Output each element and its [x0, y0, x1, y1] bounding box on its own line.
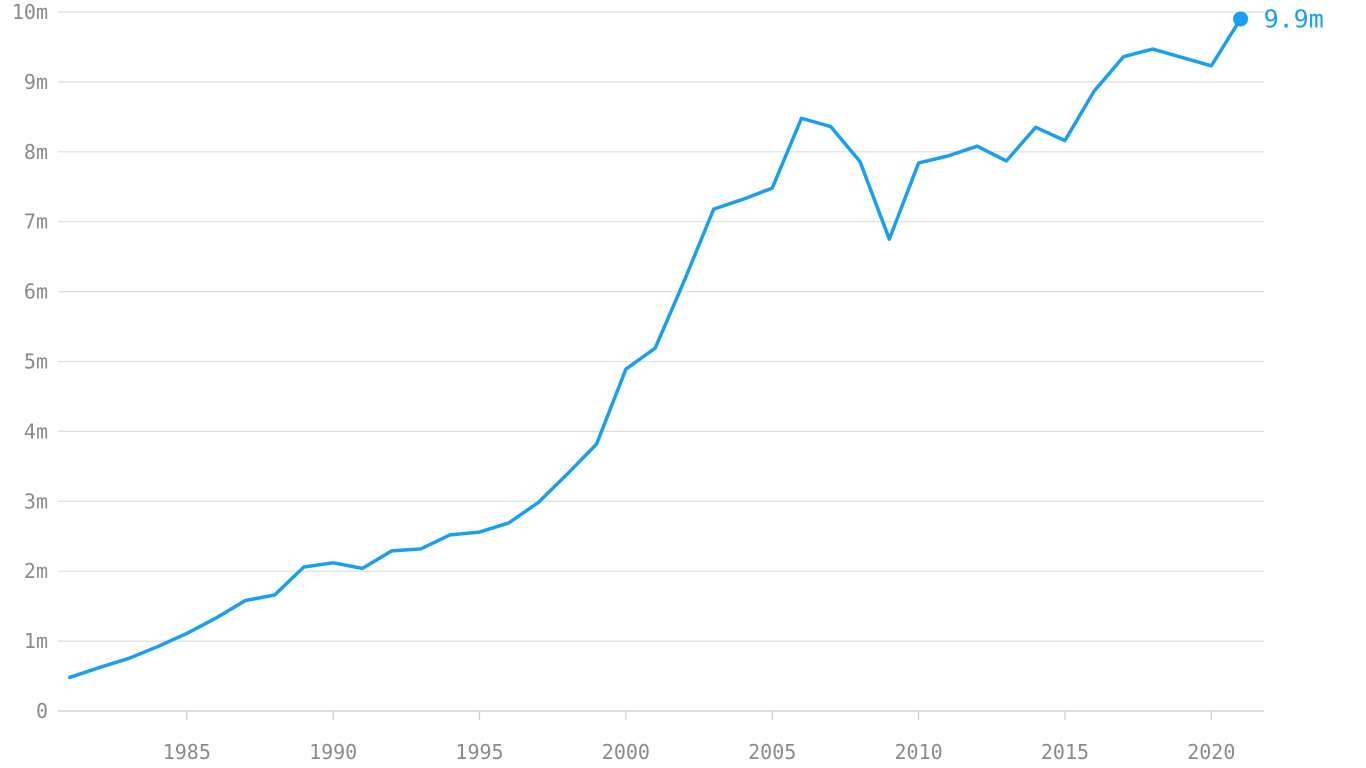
y-tick-label: 9m [24, 70, 48, 94]
y-axis-labels: 0 1m 2m 3m 4m 5m 6m 7m 8m 9m 10m [12, 0, 48, 723]
y-tick-label: 2m [24, 559, 48, 583]
x-tick-label: 1985 [163, 740, 211, 764]
y-tick-label: 3m [24, 489, 48, 513]
y-tick-label: 10m [12, 0, 48, 24]
x-tick-label: 2020 [1187, 740, 1235, 764]
x-tick-label: 1990 [309, 740, 357, 764]
x-tick-label: 2010 [895, 740, 943, 764]
x-axis: 1985 1990 1995 2000 2005 2010 2015 2020 [163, 711, 1235, 764]
x-tick-label: 2005 [748, 740, 796, 764]
end-point-marker [1233, 11, 1249, 27]
x-tick-label: 1995 [455, 740, 503, 764]
y-tick-label: 6m [24, 280, 48, 304]
x-tick-label: 2015 [1041, 740, 1089, 764]
series-layer: 9.9m [67, 4, 1324, 680]
y-tick-label: 1m [24, 629, 48, 653]
y-tick-label: 8m [24, 140, 48, 164]
y-tick-label: 0 [36, 699, 48, 723]
series-line [67, 17, 1243, 680]
y-tick-label: 4m [24, 419, 48, 443]
end-point-label: 9.9m [1264, 4, 1324, 33]
y-tick-label: 5m [24, 350, 48, 374]
y-tick-label: 7m [24, 210, 48, 234]
gridlines [58, 11, 1264, 712]
x-tick-label: 2000 [602, 740, 650, 764]
